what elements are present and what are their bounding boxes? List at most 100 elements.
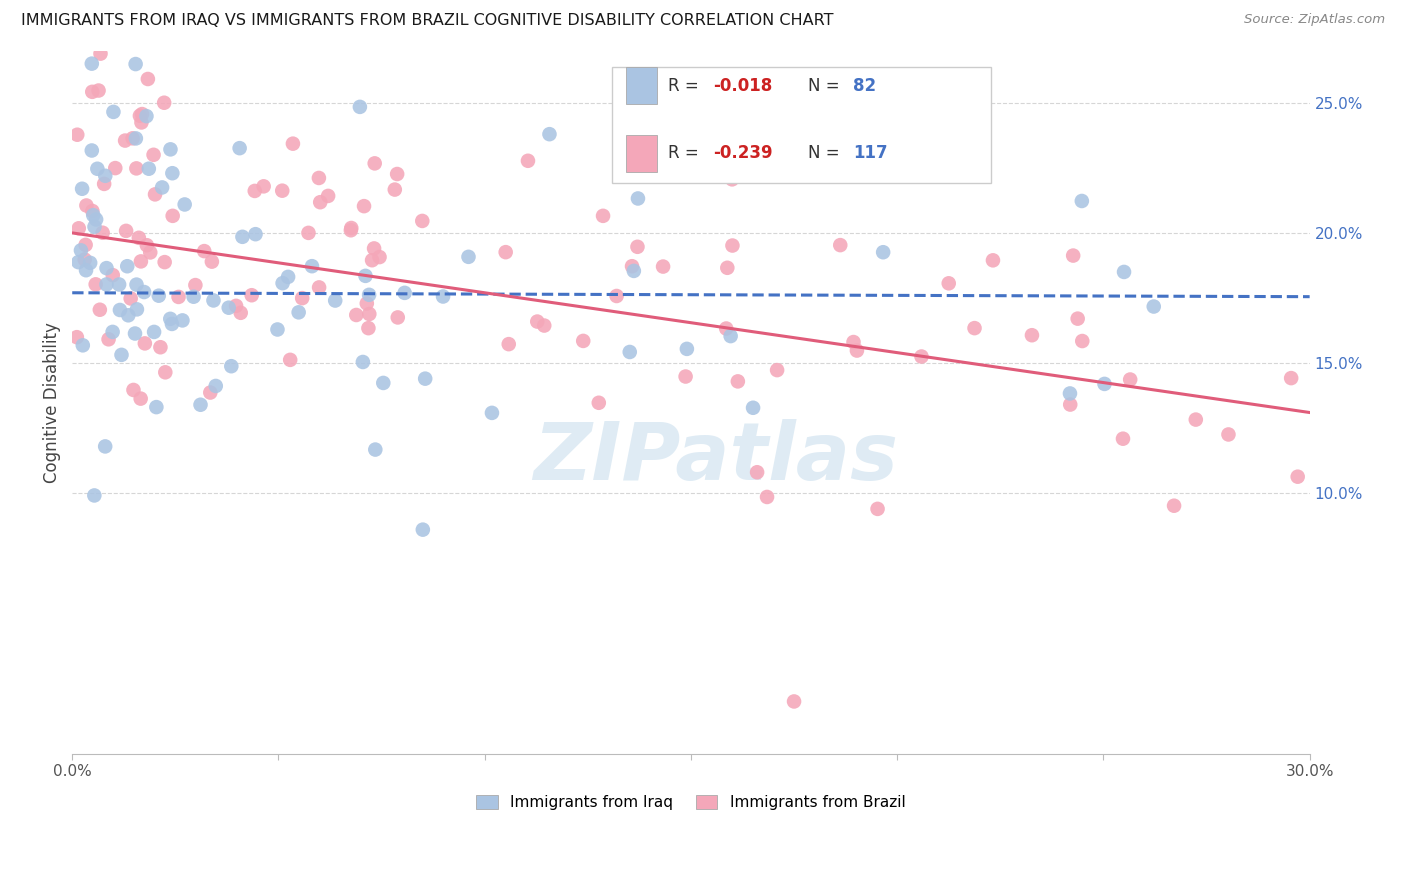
- Point: [756, 490, 779, 504]
- Text: -0.239: -0.239: [713, 145, 772, 162]
- Point: [131, 107, 153, 121]
- Point: [148, 288, 170, 302]
- Point: [277, 269, 299, 284]
- Point: [297, 226, 319, 240]
- Point: [162, 209, 184, 223]
- Point: [627, 191, 650, 205]
- Point: [193, 244, 215, 259]
- Point: [457, 250, 479, 264]
- Point: [356, 296, 378, 310]
- Point: [287, 305, 309, 319]
- Point: [340, 221, 363, 235]
- Point: [495, 245, 517, 260]
- Point: [129, 254, 152, 268]
- Point: [538, 127, 561, 141]
- Point: [135, 238, 157, 252]
- Point: [129, 392, 152, 406]
- Point: [101, 325, 124, 339]
- Point: [101, 268, 124, 282]
- Point: [159, 142, 181, 156]
- Point: [727, 375, 749, 389]
- Point: [91, 226, 114, 240]
- Point: [75, 238, 97, 252]
- Point: [1094, 376, 1116, 391]
- Point: [73, 252, 96, 267]
- Point: [128, 231, 150, 245]
- Point: [82, 204, 104, 219]
- Point: [66, 128, 89, 142]
- Point: [652, 260, 675, 274]
- Point: [79, 256, 101, 270]
- Point: [139, 245, 162, 260]
- Point: [1112, 265, 1135, 279]
- Point: [173, 197, 195, 211]
- Point: [75, 198, 97, 212]
- Point: [108, 277, 131, 292]
- Point: [66, 330, 89, 344]
- Point: [218, 301, 240, 315]
- Point: [432, 289, 454, 303]
- Point: [87, 83, 110, 97]
- Point: [517, 153, 540, 168]
- Point: [588, 396, 610, 410]
- Point: [145, 400, 167, 414]
- Point: [96, 261, 118, 276]
- Point: [910, 350, 932, 364]
- Point: [143, 187, 166, 202]
- Point: [349, 100, 371, 114]
- Point: [93, 177, 115, 191]
- Point: [621, 259, 644, 273]
- Point: [142, 148, 165, 162]
- Point: [143, 325, 166, 339]
- Point: [766, 363, 789, 377]
- Point: [1143, 300, 1166, 314]
- Point: [125, 131, 148, 145]
- Text: N =: N =: [808, 77, 845, 95]
- Point: [323, 293, 346, 308]
- Point: [202, 293, 225, 308]
- Point: [83, 219, 105, 234]
- Point: [359, 288, 381, 302]
- Point: [1112, 432, 1135, 446]
- Point: [96, 277, 118, 292]
- Point: [153, 95, 176, 110]
- Point: [1218, 427, 1240, 442]
- Point: [981, 253, 1004, 268]
- Point: [675, 369, 697, 384]
- Point: [309, 195, 332, 210]
- Text: -0.018: -0.018: [713, 77, 772, 95]
- Point: [204, 379, 226, 393]
- Point: [94, 439, 117, 453]
- Text: ZIPatlas: ZIPatlas: [533, 419, 898, 498]
- Point: [626, 240, 648, 254]
- Point: [344, 308, 367, 322]
- Legend: Immigrants from Iraq, Immigrants from Brazil: Immigrants from Iraq, Immigrants from Br…: [471, 789, 911, 816]
- Point: [231, 229, 253, 244]
- Point: [67, 221, 90, 235]
- Text: 117: 117: [853, 145, 889, 162]
- Point: [221, 359, 243, 374]
- Point: [354, 268, 377, 283]
- Point: [114, 134, 136, 148]
- Point: [190, 398, 212, 412]
- Point: [167, 290, 190, 304]
- Point: [278, 352, 301, 367]
- Text: R =: R =: [668, 145, 704, 162]
- Point: [201, 254, 224, 268]
- Point: [229, 306, 252, 320]
- Point: [75, 263, 97, 277]
- Point: [97, 332, 120, 346]
- Point: [125, 161, 148, 176]
- Point: [240, 288, 263, 302]
- Point: [67, 255, 90, 269]
- Point: [872, 245, 894, 260]
- Y-axis label: Cognitive Disability: Cognitive Disability: [44, 322, 60, 483]
- Text: Source: ZipAtlas.com: Source: ZipAtlas.com: [1244, 13, 1385, 27]
- Point: [124, 326, 146, 341]
- Point: [721, 238, 744, 252]
- Point: [353, 199, 375, 213]
- Point: [352, 355, 374, 369]
- Point: [373, 376, 395, 390]
- Point: [592, 209, 614, 223]
- Point: [183, 290, 205, 304]
